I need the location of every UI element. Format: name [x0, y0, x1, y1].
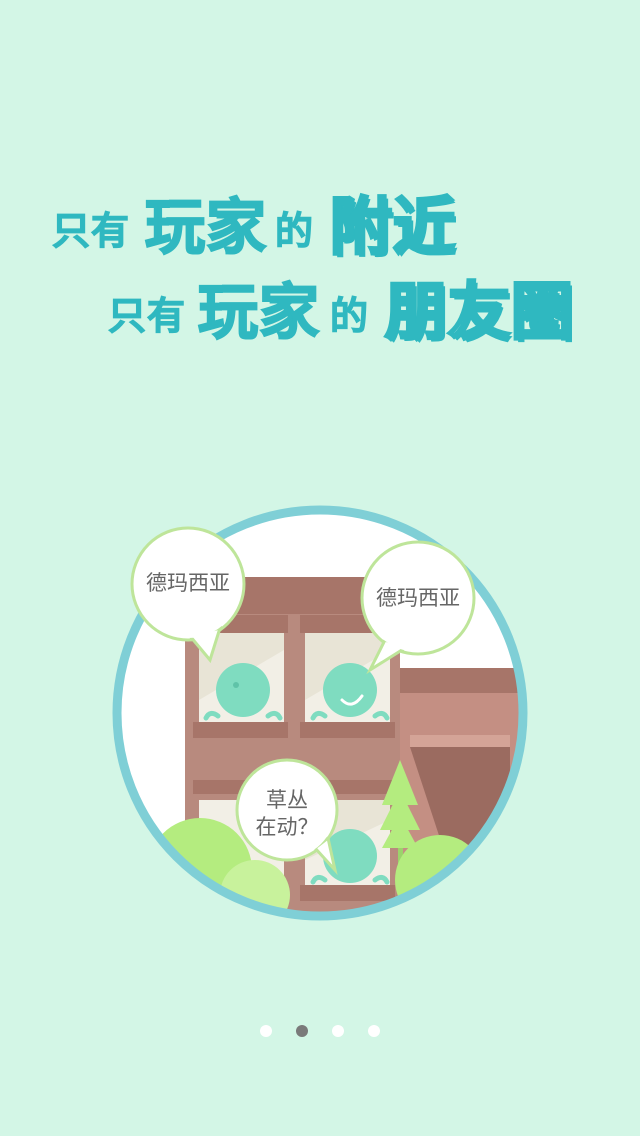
page-dot-3[interactable]	[332, 1025, 344, 1037]
side-building-ledge	[410, 735, 510, 747]
window-2	[300, 633, 395, 738]
alien-head	[323, 663, 377, 717]
alien-head	[216, 663, 270, 717]
headline-text: 只有	[107, 294, 187, 338]
headline-text: 只有	[51, 209, 131, 253]
headline-line-1: 只有 玩家 的 附近	[0, 190, 640, 290]
bubble-right-text: 德玛西亚	[376, 586, 460, 610]
headline-text: 朋友圈	[383, 275, 575, 348]
page-indicator[interactable]	[0, 1025, 640, 1039]
bubble-bottom-text-2: 在动？	[255, 815, 319, 839]
headline-text: 玩家	[144, 193, 267, 263]
headline-line-2: 只有 玩家 的 朋友圈	[0, 275, 640, 375]
speech-bubble-right	[360, 540, 476, 675]
alien-head	[323, 829, 377, 883]
scene-circle-border	[112, 505, 528, 921]
page-dot-1[interactable]	[260, 1025, 272, 1037]
speech-bubble-bottom	[235, 758, 339, 876]
headline-text: 附近	[328, 190, 457, 263]
headline-text: 的	[329, 294, 370, 338]
page-dot-2[interactable]	[296, 1025, 308, 1037]
headline-text: 玩家	[197, 278, 320, 348]
bubble-bottom-text-1: 草丛	[266, 788, 308, 812]
headline-text: 的	[274, 209, 315, 253]
page-dot-4[interactable]	[368, 1025, 380, 1037]
side-building-roof	[400, 668, 518, 693]
speech-bubble-left	[130, 526, 246, 664]
bubble-left-text: 德玛西亚	[146, 571, 230, 595]
